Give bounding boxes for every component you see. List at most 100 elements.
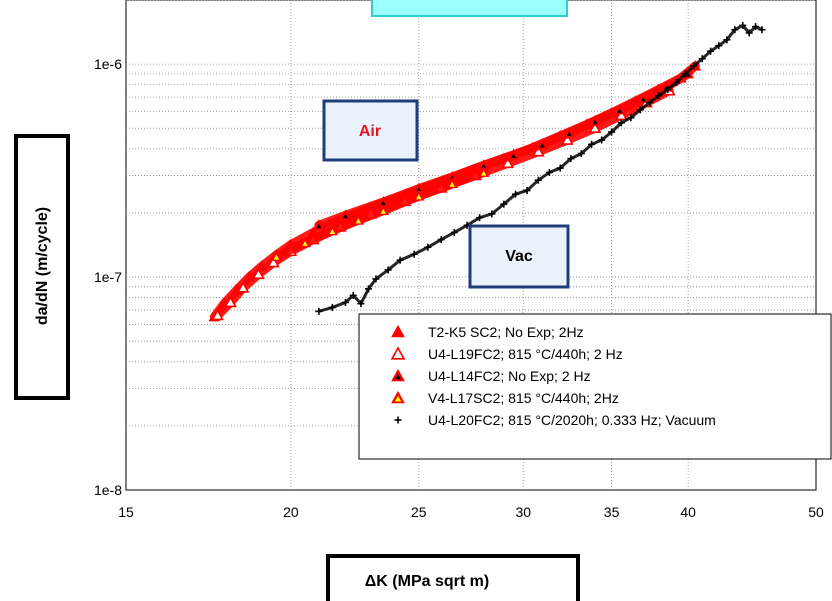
data-point bbox=[450, 228, 458, 236]
series bbox=[270, 166, 490, 261]
data-point bbox=[758, 26, 766, 34]
vac-label: Vac bbox=[505, 248, 533, 265]
data-point bbox=[588, 121, 602, 134]
data-point bbox=[563, 126, 575, 138]
data-point bbox=[589, 115, 601, 126]
air-label: Air bbox=[359, 123, 381, 140]
legend: T2-K5 SC2; No Exp; 2Hz U4-L19FC2; 815 °C/… bbox=[358, 313, 832, 460]
data-point bbox=[364, 285, 372, 293]
data-point bbox=[488, 210, 496, 218]
y-tick-label: 1e-8 bbox=[94, 482, 122, 498]
data-point bbox=[424, 243, 432, 251]
x-tick-label: 50 bbox=[808, 504, 824, 520]
data-point bbox=[646, 99, 654, 107]
y-tick-label: 1e-7 bbox=[94, 269, 122, 285]
data-point bbox=[391, 368, 405, 382]
x-tick-label: 25 bbox=[411, 504, 427, 520]
data-point bbox=[608, 128, 616, 136]
data-point bbox=[312, 219, 325, 230]
data-point bbox=[715, 42, 723, 50]
y-axis: 1e-8 1e-7 1e-6 bbox=[94, 56, 122, 498]
data-point bbox=[636, 106, 644, 114]
y-axis-label: da/dN (m/cycle) bbox=[34, 207, 51, 325]
legend-item: U4-L14FC2; No Exp; 2 Hz bbox=[391, 368, 591, 384]
data-point bbox=[410, 250, 418, 258]
data-point bbox=[556, 164, 564, 172]
data-point bbox=[567, 155, 575, 163]
data-point bbox=[545, 168, 553, 176]
data-point bbox=[412, 190, 425, 201]
legend-label: U4-L14FC2; No Exp; 2 Hz bbox=[428, 368, 591, 384]
legend-item: U4-L20FC2; 815 °C/2020h; 0.333 Hz; Vacuu… bbox=[394, 412, 716, 428]
data-point bbox=[437, 236, 445, 244]
data-point bbox=[341, 298, 349, 306]
data-point bbox=[270, 250, 283, 261]
data-point bbox=[391, 390, 405, 404]
legend-label: U4-L20FC2; 815 °C/2020h; 0.333 Hz; Vacuu… bbox=[428, 412, 716, 428]
data-point bbox=[211, 308, 224, 321]
data-point bbox=[745, 29, 753, 37]
data-point bbox=[627, 114, 635, 122]
data-point bbox=[637, 92, 650, 103]
data-point bbox=[377, 204, 390, 216]
data-point bbox=[698, 55, 706, 63]
data-point bbox=[613, 103, 626, 115]
series bbox=[315, 21, 766, 315]
x-tick-label: 40 bbox=[680, 504, 696, 520]
data-point bbox=[477, 166, 490, 177]
data-point bbox=[673, 78, 681, 86]
x-axis: 15 20 25 30 35 40 50 bbox=[118, 504, 824, 520]
data-point bbox=[534, 176, 542, 184]
data-point bbox=[391, 324, 405, 338]
data-point bbox=[252, 267, 265, 280]
data-point bbox=[349, 291, 357, 299]
data-point bbox=[394, 416, 402, 424]
data-point bbox=[523, 186, 531, 194]
data-point bbox=[501, 156, 515, 169]
data-point bbox=[731, 26, 739, 34]
data-point bbox=[384, 266, 392, 274]
data-point bbox=[224, 295, 237, 308]
x-tick-label: 35 bbox=[604, 504, 620, 520]
data-point bbox=[507, 148, 520, 160]
data-marks bbox=[208, 21, 766, 322]
data-point bbox=[723, 36, 731, 44]
data-point bbox=[536, 138, 548, 149]
data-point bbox=[326, 224, 339, 236]
data-point bbox=[357, 300, 365, 308]
data-point bbox=[664, 85, 672, 93]
vac-annotation: Vac bbox=[468, 224, 570, 289]
data-point bbox=[339, 209, 352, 220]
data-point bbox=[396, 256, 404, 264]
x-axis-label: ΔK (MPa sqrt m) bbox=[365, 573, 489, 590]
x-tick-label: 30 bbox=[515, 504, 531, 520]
data-point bbox=[512, 190, 520, 198]
legend-label: V4-L17SC2; 815 °C/440h; 2Hz bbox=[428, 390, 619, 406]
data-point bbox=[500, 200, 508, 208]
x-tick-label: 20 bbox=[283, 504, 299, 520]
data-point bbox=[236, 281, 250, 293]
air-annotation: Air bbox=[322, 99, 419, 162]
legend-label: U4-L19FC2; 815 °C/440h; 2 Hz bbox=[428, 346, 623, 362]
legend-label: T2-K5 SC2; No Exp; 2Hz bbox=[428, 324, 584, 340]
legend-item: U4-L19FC2; 815 °C/440h; 2 Hz bbox=[390, 346, 623, 362]
data-point bbox=[328, 303, 336, 311]
data-point bbox=[390, 346, 406, 360]
y-axis-title: da/dN (m/cycle) bbox=[14, 134, 70, 400]
y-tick-label: 1e-6 bbox=[94, 56, 122, 72]
data-point bbox=[577, 150, 585, 158]
data-point bbox=[655, 92, 663, 100]
data-point bbox=[752, 23, 760, 31]
series-line bbox=[271, 167, 489, 261]
legend-item: T2-K5 SC2; No Exp; 2Hz bbox=[391, 324, 584, 340]
data-point bbox=[299, 236, 311, 248]
data-point bbox=[588, 140, 596, 148]
data-point bbox=[598, 136, 606, 144]
data-point bbox=[372, 275, 380, 283]
data-point bbox=[690, 62, 698, 70]
data-point bbox=[707, 47, 715, 55]
title-box bbox=[371, 0, 568, 17]
data-point bbox=[315, 307, 323, 315]
legend-item: V4-L17SC2; 815 °C/440h; 2Hz bbox=[391, 390, 619, 406]
